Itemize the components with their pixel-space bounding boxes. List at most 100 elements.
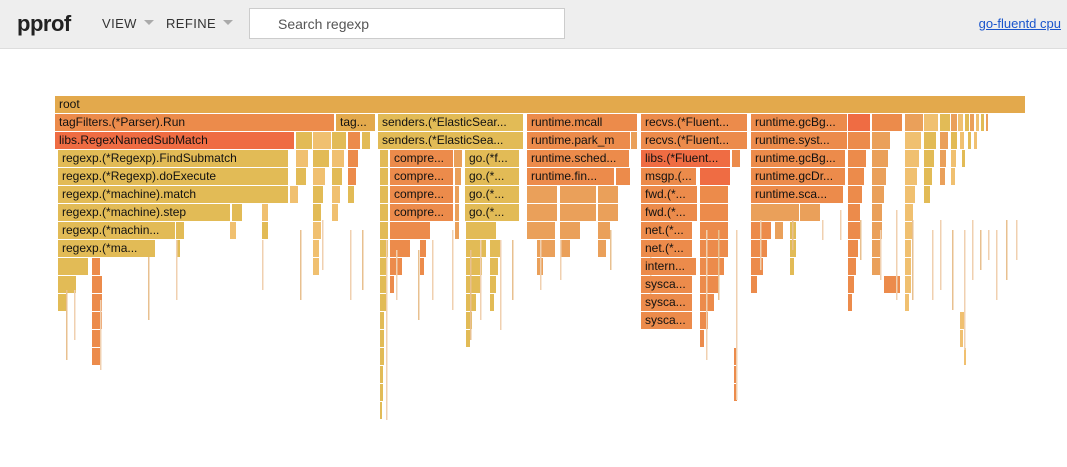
- flame-frame-tick: [980, 230, 982, 270]
- flame-frame[interactable]: regexp.(*machin...: [58, 222, 176, 239]
- flame-frame-tick: [500, 240, 502, 330]
- flame-frame-minor: [490, 294, 494, 311]
- flame-frame[interactable]: msgp.(...: [641, 168, 697, 185]
- flame-frame-minor: [872, 222, 882, 239]
- flame-frame-minor: [960, 312, 964, 329]
- flame-frame[interactable]: runtime.sca...: [751, 186, 844, 203]
- flame-frame[interactable]: runtime.gcBg...: [751, 114, 848, 131]
- profile-link[interactable]: go-fluentd cpu: [978, 16, 1061, 31]
- flame-frame-minor: [262, 204, 268, 221]
- flame-frame-minor: [420, 222, 430, 239]
- flame-frame[interactable]: net.(*...: [641, 240, 693, 257]
- flame-frame-tick: [718, 230, 720, 300]
- flame-frame-minor: [313, 150, 329, 167]
- app-logo[interactable]: pprof: [17, 11, 71, 36]
- refine-chevron-down-icon: [223, 20, 234, 26]
- flame-frame-minor: [960, 330, 963, 347]
- flame-frame-tick: [912, 220, 914, 300]
- flame-frame[interactable]: tagFilters.(*Parser).Run: [55, 114, 335, 131]
- refine-menu[interactable]: REFINE: [166, 16, 234, 31]
- flame-frame-minor: [700, 222, 728, 239]
- flame-frame[interactable]: regexp.(*machine).match: [58, 186, 289, 203]
- flame-frame-tick: [896, 210, 898, 300]
- flame-frame[interactable]: intern...: [641, 258, 697, 275]
- flame-frame-minor: [905, 276, 911, 293]
- flame-frame-tick: [176, 240, 178, 300]
- flame-frame-tick: [350, 230, 352, 300]
- flame-frame-minor: [332, 204, 338, 221]
- flame-frame[interactable]: compre...: [390, 150, 454, 167]
- flame-frame-minor: [348, 168, 356, 185]
- flame-frame[interactable]: compre...: [390, 186, 454, 203]
- flame-frame-minor: [232, 204, 242, 221]
- flame-frame-minor: [466, 312, 472, 329]
- flame-frame[interactable]: runtime.gcDr...: [751, 168, 846, 185]
- flame-frame-minor: [700, 294, 714, 311]
- flame-frame[interactable]: libs.(*Fluent...: [641, 150, 731, 167]
- flame-frame-minor: [905, 222, 913, 239]
- flame-frame-minor: [872, 240, 880, 257]
- flame-frame[interactable]: go.(*...: [465, 168, 520, 185]
- flame-frame[interactable]: recvs.(*Fluent...: [641, 132, 748, 149]
- flame-frame[interactable]: senders.(*ElasticSear...: [378, 114, 524, 131]
- flame-frame[interactable]: compre...: [390, 204, 454, 221]
- flame-frame-minor: [700, 330, 704, 347]
- flame-frame-minor: [313, 132, 331, 149]
- flame-frame[interactable]: regexp.(*ma...: [58, 240, 156, 257]
- view-menu[interactable]: VIEW: [102, 16, 154, 31]
- flame-frame-minor: [455, 186, 459, 203]
- flame-frame[interactable]: root: [55, 96, 1026, 113]
- flame-frame[interactable]: fwd.(*...: [641, 186, 698, 203]
- flame-frame[interactable]: tag...: [336, 114, 376, 131]
- flame-frame-minor: [380, 402, 382, 419]
- flame-frame[interactable]: recvs.(*Fluent...: [641, 114, 748, 131]
- flame-frame[interactable]: go.(*...: [465, 186, 520, 203]
- flame-frame-minor: [700, 186, 728, 203]
- flame-frame[interactable]: regexp.(*Regexp).doExecute: [58, 168, 289, 185]
- flame-frame[interactable]: regexp.(*machine).step: [58, 204, 231, 221]
- flame-frame[interactable]: sysca...: [641, 276, 693, 293]
- flame-frame-minor: [848, 186, 862, 203]
- flame-frame-minor: [527, 186, 557, 203]
- flame-frame-tick: [736, 230, 738, 400]
- flame-frame-minor: [466, 222, 496, 239]
- flame-frame[interactable]: runtime.sched...: [527, 150, 630, 167]
- flame-frame-tick: [480, 240, 482, 320]
- flame-frame-tick: [940, 220, 942, 290]
- flame-frame-minor: [390, 276, 394, 293]
- flame-frame-minor: [924, 186, 930, 203]
- flame-frame[interactable]: runtime.mcall: [527, 114, 638, 131]
- flame-frame-tick: [1016, 220, 1018, 260]
- flame-frame[interactable]: runtime.park_m: [527, 132, 631, 149]
- flame-frame[interactable]: go.(*...: [465, 204, 520, 221]
- flame-frame-minor: [466, 258, 482, 275]
- search-input[interactable]: [249, 8, 565, 39]
- flame-frame-minor: [981, 114, 984, 131]
- flame-frame[interactable]: senders.(*ElasticSea...: [378, 132, 524, 149]
- flame-frame-minor: [92, 294, 102, 311]
- flame-frame[interactable]: libs.RegexNamedSubMatch: [55, 132, 295, 149]
- flame-frame-minor: [313, 222, 321, 239]
- flame-frame-minor: [751, 258, 763, 275]
- flame-frame-minor: [390, 222, 420, 239]
- flame-frame-tick: [880, 230, 882, 280]
- flame-frame[interactable]: net.(*...: [641, 222, 693, 239]
- flame-frame-minor: [700, 276, 718, 293]
- flame-frame-minor: [734, 348, 737, 365]
- flame-frame[interactable]: go.(*f...: [465, 150, 520, 167]
- flame-frame-minor: [313, 258, 319, 275]
- flame-frame-minor: [940, 132, 948, 149]
- flame-frame[interactable]: compre...: [390, 168, 454, 185]
- flame-frame[interactable]: runtime.syst...: [751, 132, 848, 149]
- flame-frame[interactable]: fwd.(*...: [641, 204, 698, 221]
- flame-frame[interactable]: runtime.gcBg...: [751, 150, 846, 167]
- flame-frame-minor: [348, 132, 360, 149]
- flame-frame[interactable]: sysca...: [641, 294, 693, 311]
- flame-frame-minor: [905, 258, 911, 275]
- flame-frame[interactable]: regexp.(*Regexp).FindSubmatch: [58, 150, 289, 167]
- flame-frame-minor: [848, 204, 860, 221]
- flame-frame-minor: [420, 258, 424, 275]
- flame-frame[interactable]: sysca...: [641, 312, 693, 329]
- flame-frame[interactable]: runtime.fin...: [527, 168, 615, 185]
- flame-frame-minor: [700, 168, 730, 185]
